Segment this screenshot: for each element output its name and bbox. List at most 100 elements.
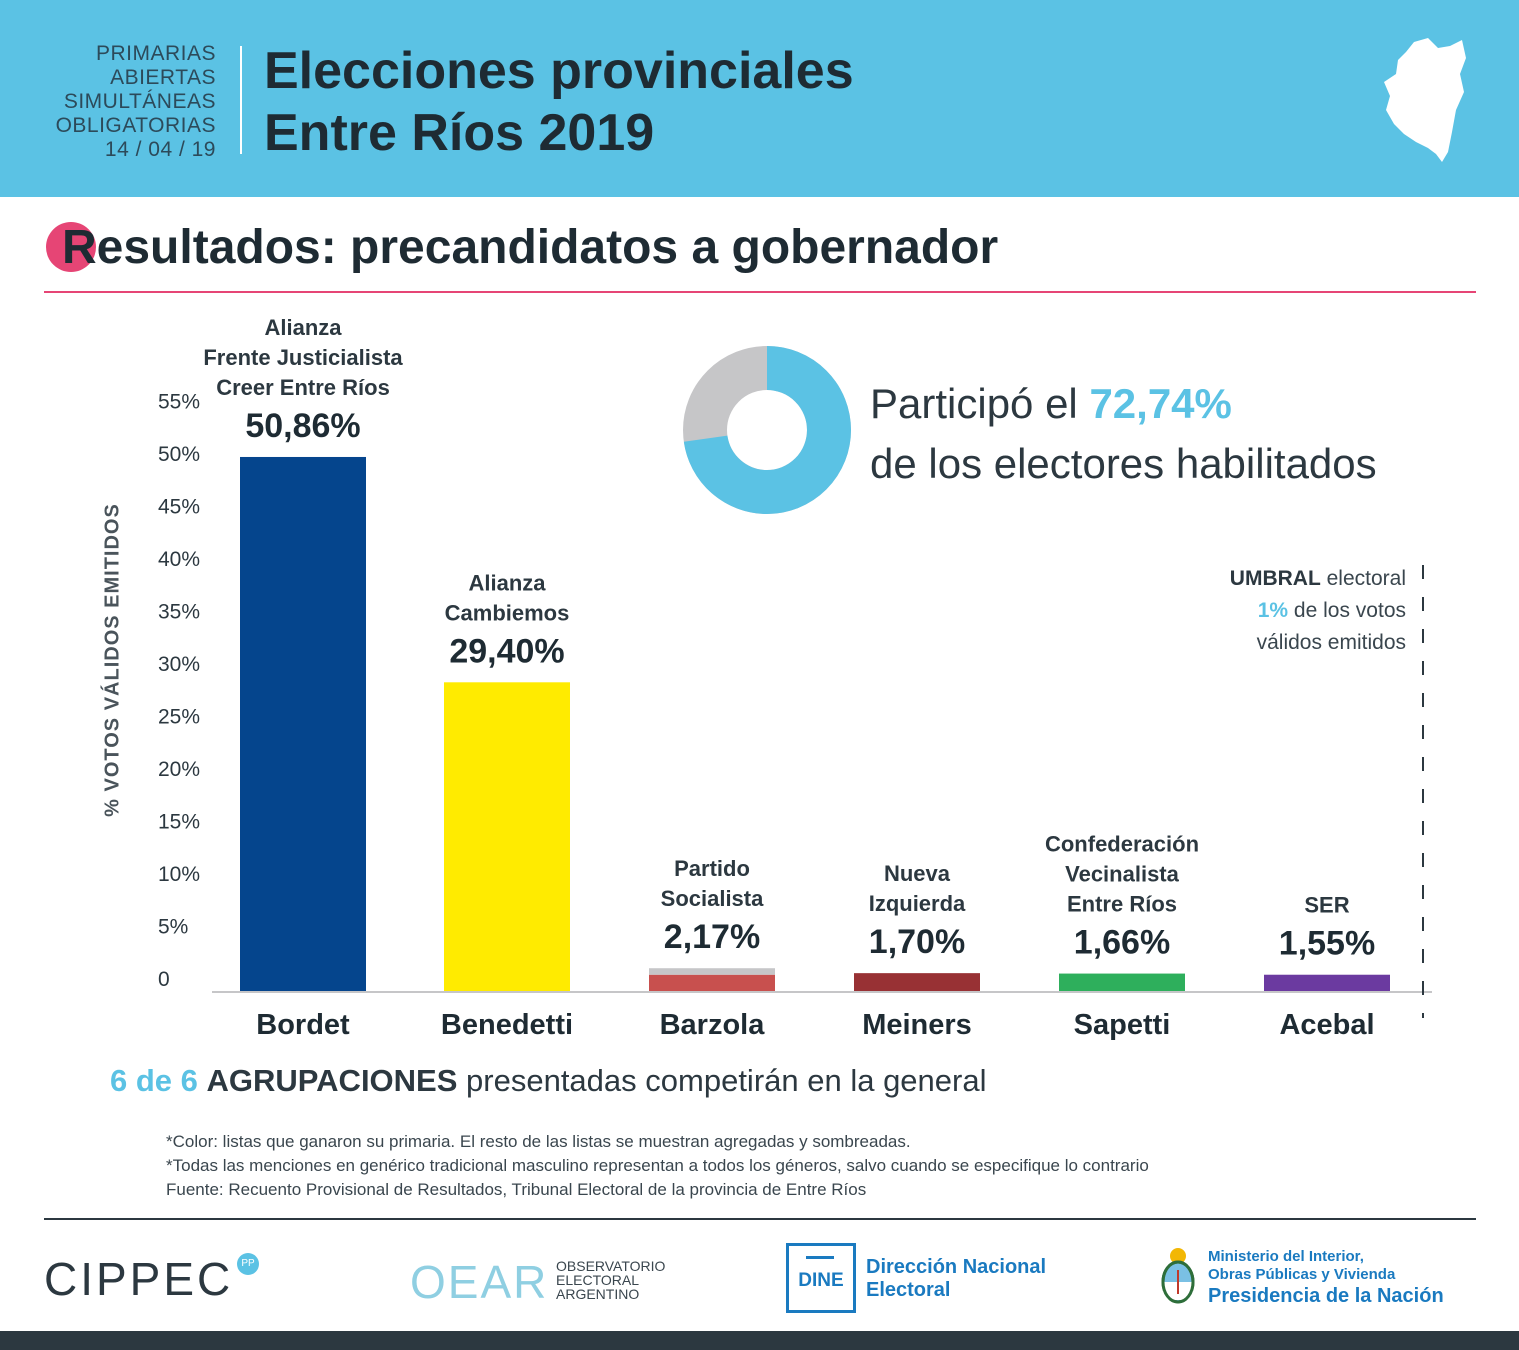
bar-bordet bbox=[240, 456, 366, 992]
summary: 6 de 6 AGRUPACIONES presentadas competir… bbox=[110, 1063, 986, 1099]
threshold-rest: electoral bbox=[1320, 567, 1406, 590]
header-divider bbox=[240, 46, 242, 154]
bar-acebal bbox=[1264, 974, 1390, 991]
y-tick-label: 40% bbox=[158, 548, 200, 571]
value-label: 29,40% bbox=[449, 632, 564, 670]
party-label: Partido bbox=[674, 856, 750, 881]
y-tick-label: 25% bbox=[158, 706, 200, 729]
footnote-source: Fuente: Recuento Provisional de Resultad… bbox=[166, 1180, 867, 1199]
party-label: Confederación bbox=[1045, 832, 1199, 857]
value-label: 50,86% bbox=[245, 407, 360, 445]
participation-donut bbox=[683, 346, 851, 514]
footnote: *Todas las menciones en genérico tradici… bbox=[166, 1156, 1149, 1175]
dine-logo-text: DINE bbox=[798, 1270, 844, 1291]
category-label: Meiners bbox=[862, 1009, 972, 1041]
bar-chart: 0 5% 10% 15% 20% 25% 30% 35% 40% 45% 50% 55% 50,86%… bbox=[158, 315, 1432, 1041]
y-tick-label: 10% bbox=[158, 863, 200, 886]
party-label: Nueva bbox=[884, 861, 951, 886]
category-label: Sapetti bbox=[1074, 1009, 1171, 1041]
paso-date: 14 / 04 / 19 bbox=[104, 138, 216, 161]
y-tick-label: 50% bbox=[158, 443, 200, 466]
participation-line-1: Participó el 72,74% bbox=[870, 380, 1232, 428]
paso-line: PRIMARIAS bbox=[95, 42, 216, 65]
paso-line: ABIERTAS bbox=[110, 66, 216, 89]
oear-logo: OEAR bbox=[410, 1256, 549, 1308]
party-label: Izquierda bbox=[869, 891, 966, 916]
summary-rest: presentadas competirán en la general bbox=[457, 1063, 987, 1098]
national-coat-of-arms-icon bbox=[1161, 1248, 1195, 1304]
y-tick-label: 0 bbox=[158, 968, 170, 991]
oear-name: OBSERVATORIO ELECTORAL ARGENTINO bbox=[556, 1259, 665, 1301]
party-label: Entre Ríos bbox=[1067, 892, 1177, 917]
donut-participation-arc bbox=[683, 346, 851, 514]
threshold-pct: 1% bbox=[1257, 599, 1289, 622]
oear-line: ELECTORAL bbox=[556, 1272, 639, 1288]
summary-bold: AGRUPACIONES bbox=[206, 1063, 458, 1098]
party-label: Creer Entre Ríos bbox=[216, 375, 390, 400]
cippec-logo: CIPPEC bbox=[44, 1253, 234, 1305]
title-line-1: Elecciones provinciales bbox=[264, 42, 854, 100]
participation-percent: 72,74% bbox=[1089, 380, 1232, 427]
bar-sapetti bbox=[1059, 973, 1185, 991]
value-label: 1,55% bbox=[1279, 925, 1375, 963]
party-label: Socialista bbox=[661, 886, 764, 911]
summary-count: 6 de 6 bbox=[110, 1063, 198, 1098]
category-label: Benedetti bbox=[441, 1009, 573, 1041]
y-tick-label: 30% bbox=[158, 653, 200, 676]
category-label: Acebal bbox=[1279, 1009, 1374, 1041]
value-label: 2,17% bbox=[664, 918, 760, 956]
oear-line: ARGENTINO bbox=[556, 1286, 640, 1302]
value-label: 1,70% bbox=[869, 923, 965, 961]
entre-rios-map-icon bbox=[1384, 38, 1466, 162]
threshold-label: UMBRAL electoral 1% de los votos válidos… bbox=[1150, 563, 1406, 659]
dine-name: Dirección Nacional Electoral bbox=[866, 1256, 1046, 1302]
section-divider bbox=[44, 291, 1476, 293]
paso-line: OBLIGATORIAS bbox=[55, 114, 216, 137]
party-label: SER bbox=[1304, 893, 1349, 918]
y-tick-label: 35% bbox=[158, 601, 200, 624]
ministerio-name: Ministerio del Interior, Obras Públicas … bbox=[1208, 1248, 1444, 1308]
paso-line: SIMULTÁNEAS bbox=[63, 90, 216, 113]
y-tick-label: 15% bbox=[158, 811, 200, 834]
dine-line: Electoral bbox=[866, 1279, 951, 1301]
y-tick-label: 20% bbox=[158, 758, 200, 781]
bar-meiners bbox=[854, 973, 980, 991]
bar-other-lists-barzola bbox=[649, 968, 775, 975]
cippec-badge-icon: PP bbox=[237, 1253, 259, 1275]
ministerio-line: Obras Públicas y Vivienda bbox=[1208, 1266, 1396, 1283]
y-tick-label: 45% bbox=[158, 496, 200, 519]
y-tick-label: 5% bbox=[158, 916, 188, 939]
bar-benedetti bbox=[444, 682, 570, 991]
threshold-line2: de los votos bbox=[1288, 599, 1406, 622]
participation-line-2: de los electores habilitados bbox=[870, 440, 1377, 487]
header-banner bbox=[0, 0, 1519, 197]
threshold-bold: UMBRAL bbox=[1229, 567, 1321, 590]
oear-line: OBSERVATORIO bbox=[556, 1258, 666, 1274]
party-label: Frente Justicialista bbox=[203, 345, 403, 370]
page-title: Elecciones provinciales Entre Ríos 2019 bbox=[264, 40, 854, 164]
presidencia-line: Presidencia de la Nación bbox=[1208, 1285, 1444, 1307]
ministerio-line: Ministerio del Interior, bbox=[1208, 1248, 1364, 1265]
category-label: Bordet bbox=[256, 1009, 350, 1041]
bar-barzola bbox=[649, 974, 775, 991]
section-title: Resultados: precandidatos a gobernador bbox=[62, 221, 999, 274]
y-tick-label: 55% bbox=[158, 391, 200, 414]
footnote: *Color: listas que ganaron su primaria. … bbox=[166, 1132, 911, 1151]
dine-logo-bar bbox=[806, 1256, 834, 1259]
participation-prefix: Participó el bbox=[870, 380, 1090, 427]
dine-logo bbox=[786, 1243, 856, 1313]
category-label: Barzola bbox=[660, 1009, 766, 1041]
party-label: Vecinalista bbox=[1065, 862, 1180, 887]
bottom-bar bbox=[0, 1331, 1519, 1350]
party-label: Alianza bbox=[264, 315, 342, 340]
value-label: 1,66% bbox=[1074, 924, 1170, 962]
paso-label: PRIMARIAS ABIERTAS SIMULTÁNEAS OBLIGATOR… bbox=[40, 42, 216, 162]
party-label: Alianza bbox=[468, 570, 546, 595]
dine-line: Dirección Nacional bbox=[866, 1256, 1047, 1278]
threshold-line3: válidos emitidos bbox=[1256, 631, 1406, 654]
footer-divider bbox=[44, 1218, 1476, 1220]
section-bullet bbox=[46, 222, 96, 272]
party-label: Cambiemos bbox=[445, 600, 570, 625]
title-line-2: Entre Ríos 2019 bbox=[264, 104, 655, 162]
footnotes: *Color: listas que ganaron su primaria. … bbox=[166, 1130, 1149, 1202]
